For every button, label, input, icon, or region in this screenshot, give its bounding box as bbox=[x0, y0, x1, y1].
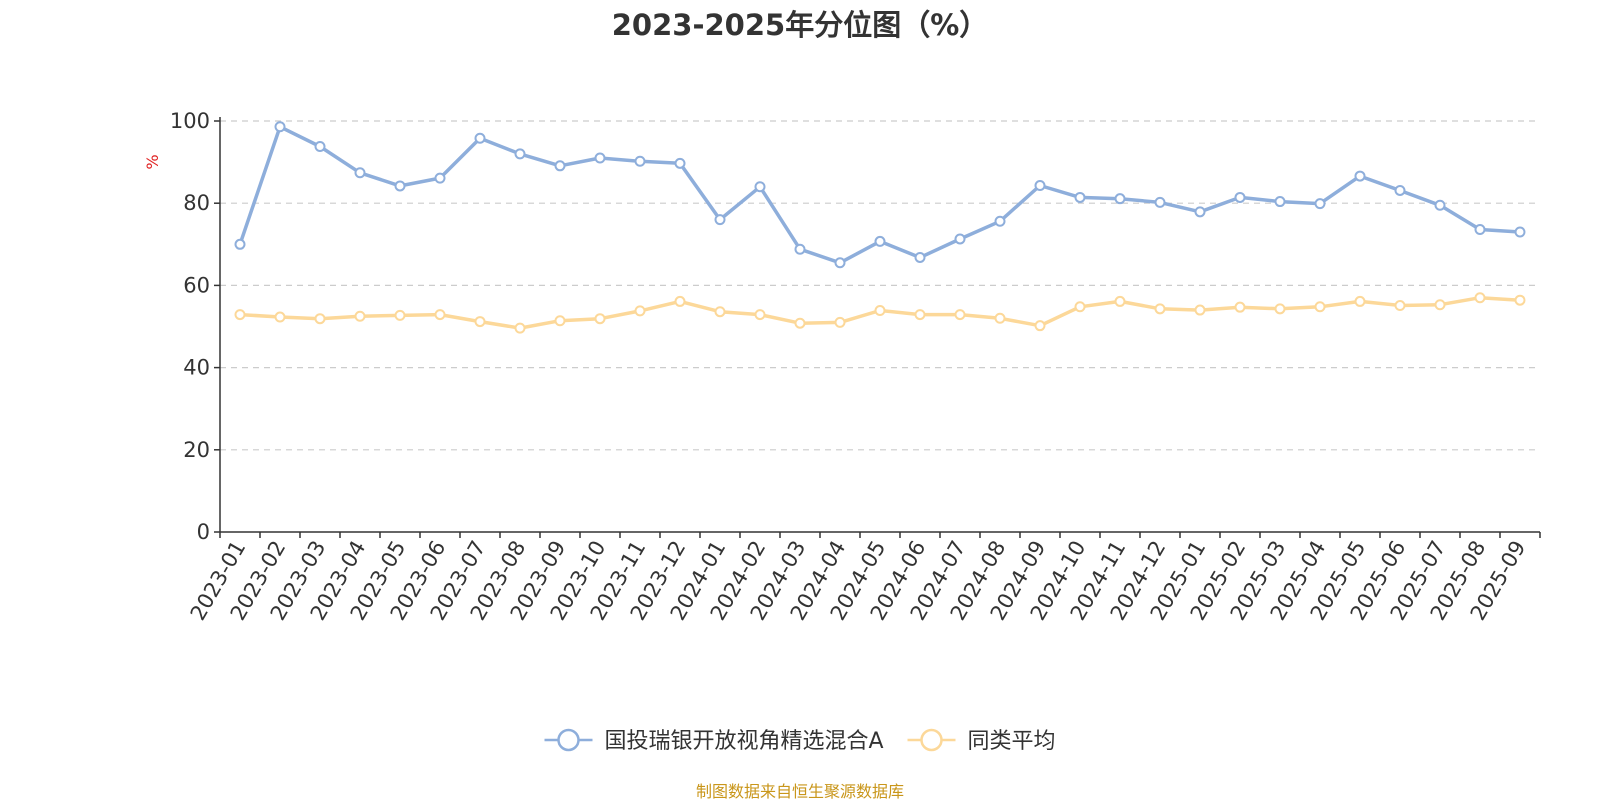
legend[interactable]: 国投瑞银开放视角精选混合A 同类平均 bbox=[544, 728, 1056, 754]
data-point[interactable] bbox=[234, 309, 246, 321]
data-point[interactable] bbox=[1354, 295, 1366, 307]
data-point[interactable] bbox=[1354, 170, 1366, 182]
data-point[interactable] bbox=[1314, 198, 1326, 210]
data-point[interactable] bbox=[834, 316, 846, 328]
data-point[interactable] bbox=[354, 310, 366, 322]
series bbox=[234, 121, 1526, 334]
data-point[interactable] bbox=[474, 316, 486, 328]
data-point[interactable] bbox=[1314, 301, 1326, 313]
data-point[interactable] bbox=[794, 317, 806, 329]
line-chart: 0204060801002023-012023-022023-032023-04… bbox=[143, 109, 1541, 754]
data-point[interactable] bbox=[1394, 300, 1406, 312]
chart-title: 2023-2025年分位图（%） bbox=[611, 8, 989, 42]
legend-marker-icon bbox=[920, 728, 943, 752]
series-1 bbox=[234, 121, 1526, 269]
data-point[interactable] bbox=[1154, 303, 1166, 315]
data-point[interactable] bbox=[1074, 301, 1086, 313]
series-2 bbox=[234, 292, 1526, 334]
data-point[interactable] bbox=[994, 215, 1006, 227]
data-point[interactable] bbox=[1274, 196, 1286, 208]
y-tick-label: 100 bbox=[170, 109, 210, 133]
data-point[interactable] bbox=[314, 313, 326, 325]
data-point[interactable] bbox=[754, 309, 766, 321]
data-point[interactable] bbox=[554, 315, 566, 327]
data-point[interactable] bbox=[994, 312, 1006, 324]
data-point[interactable] bbox=[1274, 303, 1286, 315]
data-point[interactable] bbox=[514, 322, 526, 334]
source-note: 制图数据来自恒生聚源数据库 bbox=[695, 782, 904, 801]
y-tick-label: 0 bbox=[197, 520, 210, 544]
y-tick-label: 20 bbox=[183, 438, 210, 462]
data-point[interactable] bbox=[394, 180, 406, 192]
data-point[interactable] bbox=[874, 235, 886, 247]
data-point[interactable] bbox=[594, 152, 606, 164]
data-point[interactable] bbox=[714, 306, 726, 318]
data-point[interactable] bbox=[1234, 301, 1246, 313]
data-point[interactable] bbox=[634, 155, 646, 167]
grid-lines bbox=[220, 120, 1540, 451]
y-axis-label: % bbox=[143, 154, 162, 169]
data-point[interactable] bbox=[1394, 184, 1406, 196]
data-point[interactable] bbox=[1034, 320, 1046, 332]
data-point[interactable] bbox=[1474, 224, 1486, 236]
data-point[interactable] bbox=[1514, 294, 1526, 306]
data-point[interactable] bbox=[674, 295, 686, 307]
data-point[interactable] bbox=[234, 238, 246, 250]
data-point[interactable] bbox=[634, 305, 646, 317]
data-point[interactable] bbox=[554, 160, 566, 172]
legend-marker-icon bbox=[557, 728, 580, 752]
legend-label: 同类平均 bbox=[968, 729, 1056, 754]
data-point[interactable] bbox=[1194, 206, 1206, 218]
data-point[interactable] bbox=[434, 309, 446, 321]
data-point[interactable] bbox=[794, 243, 806, 255]
data-point[interactable] bbox=[434, 172, 446, 184]
data-point[interactable] bbox=[914, 251, 926, 263]
data-point[interactable] bbox=[1074, 191, 1086, 203]
y-tick-label: 40 bbox=[183, 356, 210, 380]
data-point[interactable] bbox=[274, 311, 286, 323]
data-point[interactable] bbox=[834, 257, 846, 269]
data-point[interactable] bbox=[514, 148, 526, 160]
data-point[interactable] bbox=[1434, 299, 1446, 311]
data-point[interactable] bbox=[954, 233, 966, 245]
data-point[interactable] bbox=[954, 309, 966, 321]
data-point[interactable] bbox=[1114, 295, 1126, 307]
data-point[interactable] bbox=[914, 309, 926, 321]
data-point[interactable] bbox=[1194, 304, 1206, 316]
data-point[interactable] bbox=[1234, 191, 1246, 203]
data-point[interactable] bbox=[594, 313, 606, 325]
data-point[interactable] bbox=[314, 140, 326, 152]
data-point[interactable] bbox=[674, 157, 686, 169]
data-point[interactable] bbox=[1434, 199, 1446, 211]
axes: 0204060801002023-012023-022023-032023-04… bbox=[170, 109, 1541, 624]
data-point[interactable] bbox=[394, 309, 406, 321]
legend-item-2[interactable]: 同类平均 bbox=[907, 728, 1056, 754]
data-point[interactable] bbox=[754, 181, 766, 193]
legend-label: 国投瑞银开放视角精选混合A bbox=[605, 729, 884, 754]
data-point[interactable] bbox=[474, 132, 486, 144]
data-point[interactable] bbox=[354, 167, 366, 179]
data-point[interactable] bbox=[1034, 180, 1046, 192]
data-point[interactable] bbox=[1114, 193, 1126, 205]
y-tick-label: 60 bbox=[183, 273, 210, 297]
data-point[interactable] bbox=[874, 304, 886, 316]
y-tick-label: 80 bbox=[183, 191, 210, 215]
legend-item-1[interactable]: 国投瑞银开放视角精选混合A bbox=[544, 728, 884, 754]
data-point[interactable] bbox=[1474, 292, 1486, 304]
data-point[interactable] bbox=[1514, 226, 1526, 238]
data-point[interactable] bbox=[1154, 196, 1166, 208]
data-point[interactable] bbox=[274, 121, 286, 133]
data-point[interactable] bbox=[714, 214, 726, 226]
